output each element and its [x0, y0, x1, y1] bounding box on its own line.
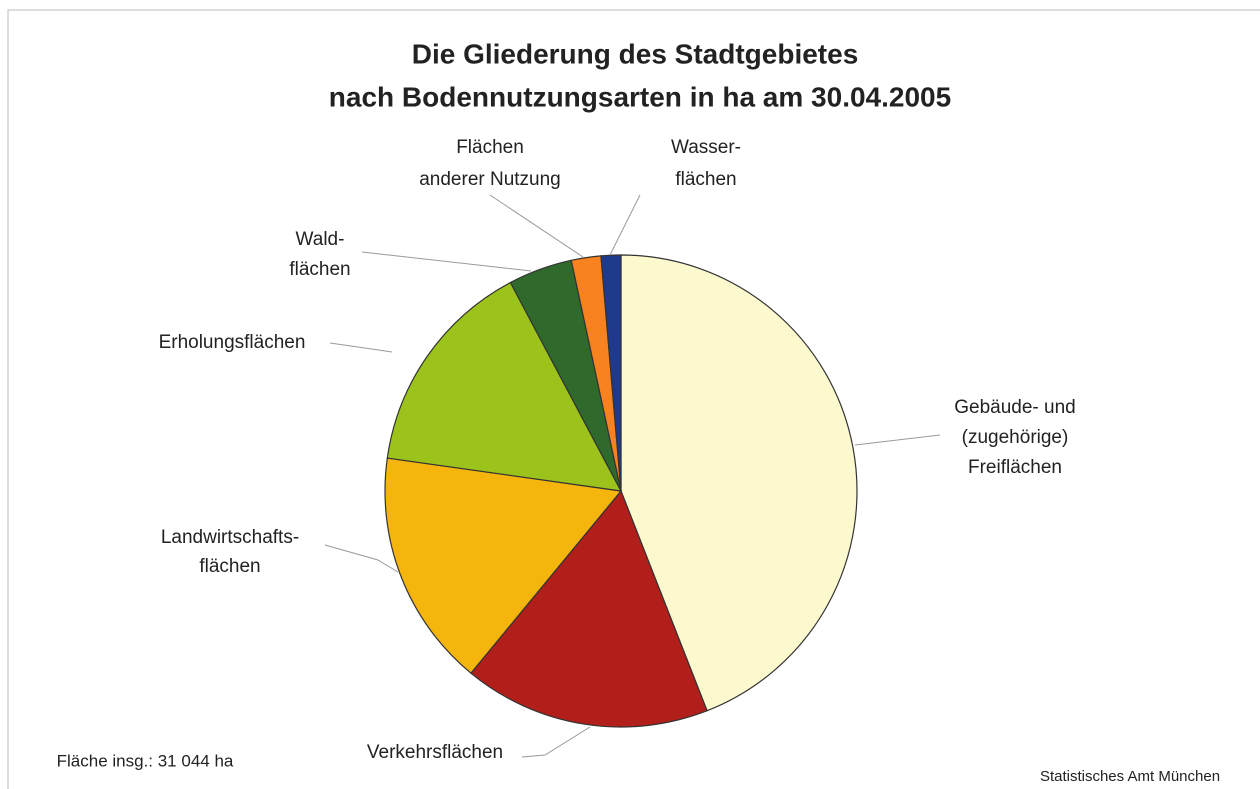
- pie-slice: [620, 254, 858, 712]
- slice-label: Flächen: [456, 137, 524, 158]
- source: Statistisches Amt München: [1040, 768, 1220, 785]
- slice-label: flächen: [199, 556, 260, 577]
- slice-label: (zugehörige): [962, 427, 1069, 448]
- pie-slice: [386, 281, 623, 492]
- pie-slice: [600, 254, 622, 492]
- slice-label: Gebäude- und: [954, 397, 1076, 418]
- chart-title: Die Gliederung des Stadtgebietes: [412, 38, 859, 69]
- leader-line: [854, 434, 941, 446]
- leader-line: [324, 544, 399, 573]
- leader-line: [329, 342, 393, 353]
- slice-label: Wald-: [296, 229, 345, 250]
- slice-label: Landwirtschafts-: [161, 527, 299, 548]
- slice-label: flächen: [675, 169, 736, 190]
- pie-slice: [470, 489, 708, 728]
- leader-line: [609, 194, 641, 256]
- slice-label: anderer Nutzung: [419, 169, 561, 190]
- slice-label: Freiflächen: [968, 457, 1062, 478]
- pie-slice: [384, 457, 623, 675]
- leader-line: [521, 726, 591, 758]
- slice-label: Wasser-: [671, 137, 741, 158]
- slice-label: Erholungsflächen: [159, 332, 306, 353]
- leader-line: [361, 251, 532, 272]
- slice-label: flächen: [289, 259, 350, 280]
- note: Fläche insg.: 31 044 ha: [57, 751, 234, 770]
- slice-label: Verkehrsflächen: [367, 742, 503, 763]
- chart-title: nach Bodennutzungsarten in ha am 30.04.2…: [329, 81, 951, 112]
- frame: [7, 9, 1260, 789]
- leader-line: [489, 194, 584, 258]
